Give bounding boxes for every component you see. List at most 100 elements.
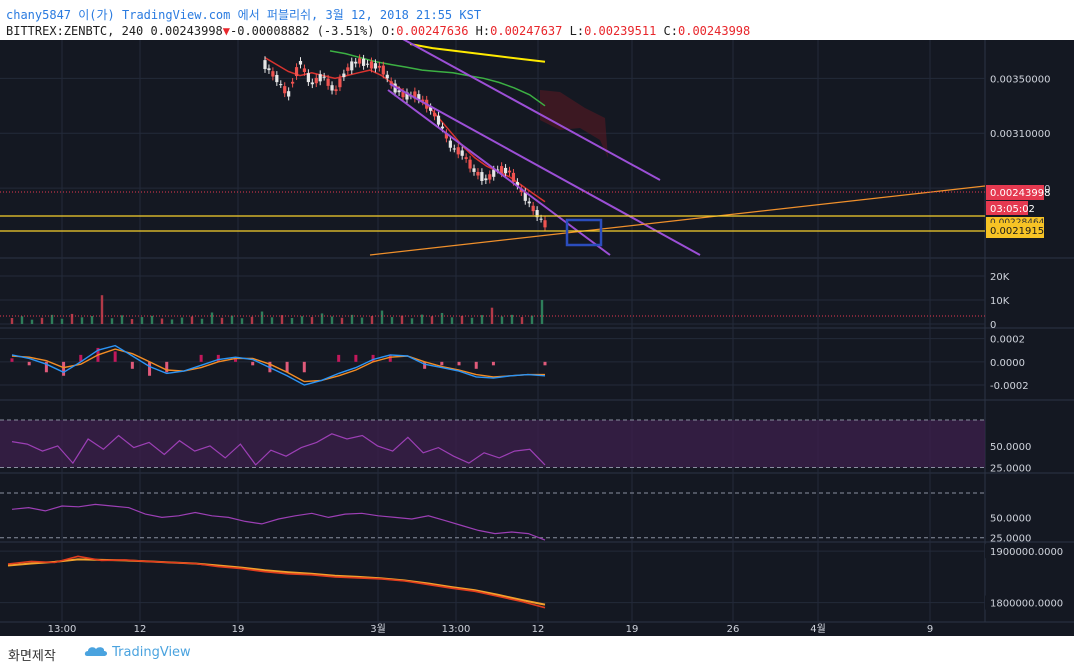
channel-line-lower	[389, 83, 701, 256]
volume-bar	[220, 317, 224, 324]
close-label: C:	[663, 24, 678, 38]
countdown-label: 03:05:02	[990, 204, 1035, 215]
x-tick-label: 4월	[810, 623, 826, 635]
candle-body	[417, 94, 421, 100]
volume-bar	[90, 316, 94, 324]
candle-body	[503, 167, 508, 174]
volume-bar	[380, 310, 384, 324]
level-bottom-label: 0.00219158	[990, 226, 1050, 237]
candle-body	[496, 169, 500, 171]
x-tick-label: 13:00	[48, 624, 77, 635]
volume-bar	[320, 313, 324, 324]
candle-body	[488, 174, 492, 180]
y-tick-label: 0.00350000	[990, 74, 1050, 85]
volume-bar	[390, 317, 394, 324]
low-value: 0.00239511	[584, 24, 657, 38]
volume-bar	[470, 317, 474, 324]
volume-bar	[350, 314, 354, 324]
candle-body	[291, 81, 295, 84]
volume-bar	[100, 295, 104, 324]
x-tick-label: 12	[134, 624, 147, 635]
candle-body	[397, 90, 401, 93]
candle-body	[381, 65, 385, 75]
tradingview-logo[interactable]: TradingView	[84, 645, 191, 660]
ma-green-line	[329, 50, 546, 107]
volume-bar	[200, 318, 204, 324]
osc-line	[11, 503, 546, 541]
volume-bar	[370, 316, 374, 324]
countdown-tag	[986, 201, 1028, 215]
y-tick-label: 1900000.0000	[990, 547, 1063, 558]
volume-bar	[480, 315, 484, 324]
chart-svg[interactable]: 13:00 12 19 3월 13:00 12 19 26 4월 9 0.00350000 0.003…	[0, 31, 1074, 636]
candle-body	[354, 61, 358, 64]
candle-body	[271, 71, 275, 77]
volume-bar	[110, 318, 114, 324]
volume-bar	[50, 314, 54, 324]
candle-body	[326, 78, 330, 86]
volume-bar	[520, 317, 524, 324]
candle-body	[440, 126, 445, 129]
high-label: H:	[475, 24, 491, 38]
x-tick-label: 26	[727, 624, 740, 635]
y-tick-label: 50.0000	[990, 442, 1031, 453]
target-box	[565, 218, 603, 247]
volume-bar	[10, 318, 14, 324]
macd-signal-line	[11, 348, 545, 383]
candle-body	[298, 60, 303, 65]
volume-bar	[360, 317, 364, 324]
y-tick-label: 10K	[990, 296, 1010, 307]
y-tick-label: 0.0000	[990, 358, 1025, 369]
candle-body	[405, 92, 409, 100]
candle-body	[294, 67, 299, 77]
volume-bar	[20, 316, 24, 324]
candle-body	[389, 81, 393, 85]
y-tick-label: 50.0000	[990, 513, 1031, 524]
open-value: 0.00247636	[396, 24, 469, 38]
volume-bar	[500, 316, 504, 324]
candle-body	[531, 205, 535, 212]
volume-bar	[290, 318, 294, 324]
candle-body	[413, 91, 417, 99]
volume-bar	[530, 315, 534, 324]
candle-body	[401, 91, 405, 98]
footer: 화면제작 TradingView	[0, 636, 1074, 672]
candle-body	[334, 89, 338, 92]
candle-body	[456, 147, 460, 155]
last-price: 0.00243998	[150, 24, 223, 38]
cloud-shape	[540, 90, 608, 158]
last-price-tag	[986, 185, 1044, 200]
volume-bar	[40, 317, 44, 324]
x-tick-label: 12	[532, 624, 545, 635]
y-tick-label: 0.00310000	[990, 129, 1050, 140]
volume-bar	[330, 316, 334, 324]
volume-bar	[540, 300, 544, 324]
volume-bar	[440, 312, 444, 324]
volume-bar	[180, 317, 184, 324]
volume-bar	[270, 317, 274, 324]
volume-bar	[60, 318, 64, 324]
candle-body	[515, 182, 519, 186]
candle-body	[361, 58, 366, 66]
candle-body	[302, 68, 307, 72]
candle-body	[511, 172, 516, 182]
candle-body	[500, 166, 504, 174]
open-label: O:	[381, 24, 397, 38]
candle-body	[338, 78, 342, 88]
y-tick-label: 0	[990, 320, 996, 331]
volume-bar	[250, 316, 254, 324]
candle-body	[358, 58, 362, 64]
volume-bar	[280, 315, 284, 324]
y-tick-label: 20K	[990, 272, 1010, 283]
level-top-tag	[986, 217, 1044, 226]
volume-bar	[120, 315, 124, 324]
candle-body	[523, 191, 527, 201]
candle-body	[421, 99, 425, 102]
candle-body	[484, 178, 488, 181]
ma-yellow-line	[409, 43, 546, 63]
low-label: L:	[569, 24, 585, 38]
candle-body	[429, 107, 433, 111]
chart-area[interactable]: 13:00 12 19 3월 13:00 12 19 26 4월 9 0.00350000 0.003…	[0, 31, 1074, 636]
volume-bar	[310, 317, 314, 324]
footer-label: 화면제작	[8, 649, 56, 664]
